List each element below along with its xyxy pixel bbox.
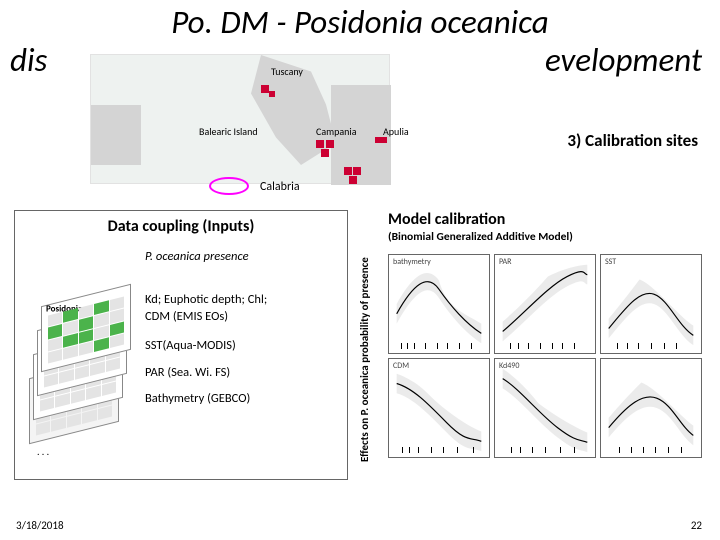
map-label-tuscany: Tuscany bbox=[271, 65, 303, 78]
gam-chart bbox=[600, 358, 702, 458]
chart-label: bathymetry bbox=[393, 257, 431, 267]
chart-label: CDM bbox=[393, 361, 409, 371]
map-marker bbox=[326, 140, 334, 148]
map-mediterranean: Tuscany Campania Apulia Balearic Island bbox=[90, 54, 390, 184]
map-marker bbox=[353, 167, 361, 175]
input-item: Kd; Euphotic depth; Chl; CDM (EMIS EOs) bbox=[145, 292, 340, 326]
map-marker bbox=[349, 176, 357, 184]
footer-page-number: 22 bbox=[691, 519, 702, 532]
slide-title-line1: Po. DM - Posidonia oceanica bbox=[0, 4, 720, 40]
map-marker bbox=[321, 149, 329, 157]
map-marker bbox=[344, 167, 352, 175]
gam-chart: PAR bbox=[494, 254, 596, 354]
calibration-sites-heading: 3) Calibration sites bbox=[567, 130, 698, 151]
gam-chart: bathymetry bbox=[388, 254, 490, 354]
title-fragment-left: dis bbox=[10, 42, 47, 78]
gam-chart: SST bbox=[600, 254, 702, 354]
gam-chart: Kd490 bbox=[494, 358, 596, 458]
layer-label-dots: . . . bbox=[37, 445, 49, 458]
footer-date: 3/18/2018 bbox=[16, 519, 64, 532]
chart-label: SST bbox=[605, 257, 616, 267]
data-coupling-title: Data coupling (Inputs) bbox=[15, 211, 347, 242]
input-item: SST(Aqua-MODIS) bbox=[145, 338, 340, 355]
charts-y-axis-label: Effects on P. oceanica probability of pr… bbox=[358, 257, 371, 462]
layer-stack: Chl Kd Posidonia bbox=[35, 271, 125, 431]
map-label-calabria: Calabria bbox=[260, 180, 300, 194]
model-calibration-title: Model calibration bbox=[388, 210, 702, 229]
map-highlight-oval bbox=[209, 177, 249, 195]
input-item: Bathymetry (GEBCO) bbox=[145, 391, 340, 408]
map-marker bbox=[381, 137, 387, 143]
chart-label: Kd490 bbox=[499, 361, 519, 371]
input-item: P. oceanica presence bbox=[145, 249, 340, 266]
chart-label: PAR bbox=[499, 257, 512, 267]
data-coupling-panel: Data coupling (Inputs) Chl Kd Posidonia … bbox=[14, 210, 348, 480]
model-calibration-subtitle: (Binomial Generalized Additive Model) bbox=[388, 230, 702, 244]
map-marker bbox=[316, 140, 324, 148]
input-item: PAR (Sea. Wi. FS) bbox=[145, 365, 340, 382]
map-marker bbox=[269, 91, 275, 97]
title-fragment-right: evelopment bbox=[545, 42, 702, 78]
map-label-campania: Campania bbox=[316, 125, 357, 138]
map-marker bbox=[261, 85, 269, 93]
model-calibration-panel: Model calibration (Binomial Generalized … bbox=[388, 210, 702, 480]
gam-charts-grid: bathymetry PAR SST CDM bbox=[388, 254, 702, 458]
map-label-balearic: Balearic Island bbox=[199, 125, 258, 138]
input-list: P. oceanica presence Kd; Euphotic depth;… bbox=[145, 249, 340, 417]
map-land-iberia bbox=[91, 105, 141, 165]
gam-chart: CDM bbox=[388, 358, 490, 458]
